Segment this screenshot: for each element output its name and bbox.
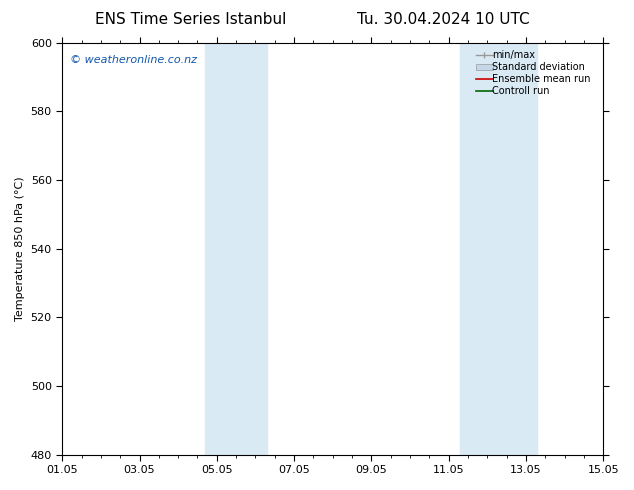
Bar bbox=[205, 43, 267, 455]
Y-axis label: Temperature 850 hPa (°C): Temperature 850 hPa (°C) bbox=[15, 176, 25, 321]
Text: ENS Time Series Istanbul: ENS Time Series Istanbul bbox=[94, 12, 286, 27]
Text: Tu. 30.04.2024 10 UTC: Tu. 30.04.2024 10 UTC bbox=[358, 12, 530, 27]
Text: © weatheronline.co.nz: © weatheronline.co.nz bbox=[70, 55, 197, 65]
Legend: min/max, Standard deviation, Ensemble mean run, Controll run: min/max, Standard deviation, Ensemble me… bbox=[472, 48, 598, 99]
Bar bbox=[460, 43, 538, 455]
